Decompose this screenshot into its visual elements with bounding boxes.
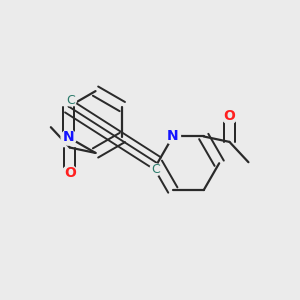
Circle shape xyxy=(61,130,76,145)
Text: O: O xyxy=(64,166,76,180)
Circle shape xyxy=(64,94,76,106)
Text: N: N xyxy=(63,130,75,145)
Text: C: C xyxy=(151,163,160,176)
Text: C: C xyxy=(66,94,75,106)
Circle shape xyxy=(165,129,181,144)
Circle shape xyxy=(222,109,237,124)
Circle shape xyxy=(62,166,77,181)
Text: N: N xyxy=(167,130,178,143)
Circle shape xyxy=(150,164,161,176)
Text: O: O xyxy=(224,109,236,123)
